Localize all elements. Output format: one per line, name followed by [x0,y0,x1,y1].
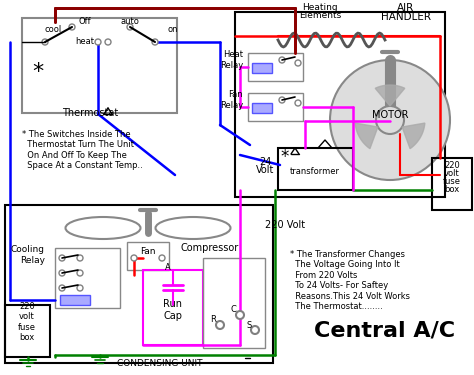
Text: MOTOR: MOTOR [372,110,408,120]
Circle shape [236,311,244,319]
Bar [235,12,445,197]
Text: R: R [210,315,216,324]
Polygon shape [355,123,378,148]
Circle shape [251,326,259,334]
Circle shape [59,285,65,291]
Text: Compressor: Compressor [181,243,239,253]
Text: Off: Off [79,18,91,27]
Text: HANDLER: HANDLER [381,12,431,22]
Circle shape [152,39,158,45]
Bar [5,205,273,363]
Text: heat: heat [75,38,94,46]
Text: on: on [168,26,179,34]
Text: fuse: fuse [443,177,461,186]
Text: Run
Cap: Run Cap [164,299,182,321]
Text: CONDENSING UNIT: CONDENSING UNIT [117,360,203,369]
Text: Heating: Heating [302,3,338,12]
Text: *: * [281,148,289,166]
Circle shape [59,270,65,276]
Circle shape [279,57,285,63]
Polygon shape [375,85,405,106]
Text: box: box [444,184,460,194]
Circle shape [295,100,301,106]
Text: volt: volt [444,168,460,177]
Circle shape [330,60,450,180]
Bar [432,158,472,210]
Bar [55,248,120,308]
Text: cool: cool [45,26,62,34]
Text: Elements: Elements [299,12,341,21]
Text: *: * [32,62,44,82]
Text: Cooling
Relay: Cooling Relay [11,245,45,265]
Text: 24: 24 [259,157,271,167]
Text: 220: 220 [444,160,460,170]
Text: Fan: Fan [140,248,156,256]
Circle shape [131,255,137,261]
Circle shape [95,39,101,45]
Bar [127,242,169,270]
Circle shape [159,255,165,261]
Bar [278,148,353,190]
Text: 220
volt
fuse
box: 220 volt fuse box [18,302,36,342]
Text: transformer: transformer [290,168,340,177]
Text: Fan
Relay: Fan Relay [220,90,243,110]
Text: 220 Volt: 220 Volt [265,220,305,230]
Text: auto: auto [120,18,139,27]
Circle shape [77,285,83,291]
Text: C: C [230,306,236,315]
Bar [248,93,303,121]
Bar [248,53,303,81]
Text: * The Transformer Changes
  The Voltage Going Into It
  From 220 Volts
  To 24 V: * The Transformer Changes The Voltage Go… [290,250,410,311]
Circle shape [127,24,133,30]
Bar [252,63,272,73]
Circle shape [279,97,285,103]
Text: A: A [165,264,171,273]
Circle shape [59,255,65,261]
Text: Heat
Relay: Heat Relay [220,50,243,70]
Bar [203,258,265,348]
Circle shape [77,255,83,261]
Circle shape [69,24,75,30]
Circle shape [216,321,224,329]
Circle shape [376,106,404,134]
Bar [60,295,90,305]
Bar [143,270,203,345]
Polygon shape [402,123,425,148]
Text: Thermostat: Thermostat [62,108,118,118]
Circle shape [77,270,83,276]
Text: S: S [247,321,252,330]
Circle shape [42,39,48,45]
Bar [5,305,50,357]
Text: Volt: Volt [256,165,274,175]
Circle shape [295,60,301,66]
Text: AIR: AIR [397,3,415,13]
Bar [252,103,272,113]
Bar [22,18,177,113]
Text: Central A/C: Central A/C [314,320,456,340]
Text: * The Switches Inside The
  Thermostat Turn The Unit
  On And Off To Keep The
  : * The Switches Inside The Thermostat Tur… [22,130,143,170]
Circle shape [105,39,111,45]
